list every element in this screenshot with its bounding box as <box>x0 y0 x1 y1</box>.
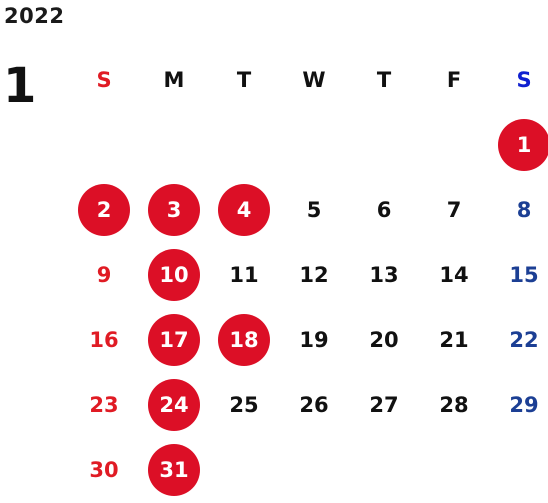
day-cell[interactable]: 12 <box>279 242 349 307</box>
holiday-day-number: 4 <box>218 183 270 236</box>
day-number: 21 <box>439 327 469 352</box>
calendar-grid: S M T W T F S 1 2 3 4 5 6 7 8 9 10 11 12 13 14 15 16 17 18 19 20 21… <box>69 48 548 502</box>
holiday-day-number: 1 <box>498 118 548 171</box>
day-cell[interactable]: 29 <box>489 372 548 437</box>
day-number: 14 <box>439 262 469 287</box>
holiday-day-number: 17 <box>148 313 200 366</box>
day-cell[interactable]: 30 <box>69 437 139 502</box>
day-cell[interactable]: 7 <box>419 177 489 242</box>
day-cell[interactable]: 27 <box>349 372 419 437</box>
day-number: 9 <box>96 262 112 287</box>
day-cell[interactable]: 17 <box>139 307 209 372</box>
weekday-header-tuesday: T <box>236 68 252 92</box>
weekday-header-friday: F <box>446 68 462 92</box>
day-cell[interactable]: 22 <box>489 307 548 372</box>
day-number: 8 <box>516 197 532 222</box>
weekday-header-sunday: S <box>96 68 112 92</box>
weekday-header-monday: M <box>163 68 185 92</box>
day-number: 19 <box>299 327 329 352</box>
day-cell[interactable]: 25 <box>209 372 279 437</box>
day-cell[interactable]: 16 <box>69 307 139 372</box>
day-number: 25 <box>229 392 259 417</box>
day-number: 26 <box>299 392 329 417</box>
day-number: 7 <box>446 197 462 222</box>
weekday-header-wednesday: W <box>302 68 326 92</box>
day-cell[interactable]: 10 <box>139 242 209 307</box>
day-cell[interactable]: 5 <box>279 177 349 242</box>
day-cell[interactable]: 28 <box>419 372 489 437</box>
day-number: 16 <box>89 327 119 352</box>
day-cell[interactable]: 3 <box>139 177 209 242</box>
day-cell[interactable]: 1 <box>489 112 548 177</box>
empty-cell <box>69 112 139 177</box>
day-number: 15 <box>509 262 539 287</box>
holiday-day-number: 10 <box>148 248 200 301</box>
holiday-day-number: 2 <box>78 183 130 236</box>
day-number: 22 <box>509 327 539 352</box>
day-number: 6 <box>376 197 392 222</box>
day-cell[interactable]: 9 <box>69 242 139 307</box>
empty-cell <box>279 112 349 177</box>
day-number: 29 <box>509 392 539 417</box>
holiday-day-number: 3 <box>148 183 200 236</box>
day-cell[interactable]: 14 <box>419 242 489 307</box>
empty-cell <box>209 112 279 177</box>
day-cell[interactable]: 21 <box>419 307 489 372</box>
day-number: 23 <box>89 392 119 417</box>
day-cell[interactable]: 18 <box>209 307 279 372</box>
day-number: 27 <box>369 392 399 417</box>
day-cell[interactable]: 26 <box>279 372 349 437</box>
year-label: 2022 <box>4 4 65 28</box>
day-number: 30 <box>89 457 119 482</box>
day-number: 28 <box>439 392 469 417</box>
day-cell[interactable]: 13 <box>349 242 419 307</box>
holiday-day-number: 18 <box>218 313 270 366</box>
day-cell[interactable]: 8 <box>489 177 548 242</box>
empty-cell <box>349 112 419 177</box>
day-cell[interactable]: 2 <box>69 177 139 242</box>
day-number: 11 <box>229 262 259 287</box>
day-cell[interactable]: 15 <box>489 242 548 307</box>
day-cell[interactable]: 31 <box>139 437 209 502</box>
weekday-header-thursday: T <box>376 68 392 92</box>
month-number: 1 <box>3 58 37 114</box>
empty-cell <box>139 112 209 177</box>
day-cell[interactable]: 20 <box>349 307 419 372</box>
day-number: 13 <box>369 262 399 287</box>
empty-cell <box>419 112 489 177</box>
day-cell[interactable]: 6 <box>349 177 419 242</box>
holiday-day-number: 24 <box>148 378 200 431</box>
day-number: 12 <box>299 262 329 287</box>
day-number: 5 <box>306 197 322 222</box>
day-cell[interactable]: 11 <box>209 242 279 307</box>
day-number: 20 <box>369 327 399 352</box>
holiday-day-number: 31 <box>148 443 200 496</box>
day-cell[interactable]: 24 <box>139 372 209 437</box>
day-cell[interactable]: 23 <box>69 372 139 437</box>
day-cell[interactable]: 4 <box>209 177 279 242</box>
day-cell[interactable]: 19 <box>279 307 349 372</box>
weekday-header-saturday: S <box>516 68 532 92</box>
